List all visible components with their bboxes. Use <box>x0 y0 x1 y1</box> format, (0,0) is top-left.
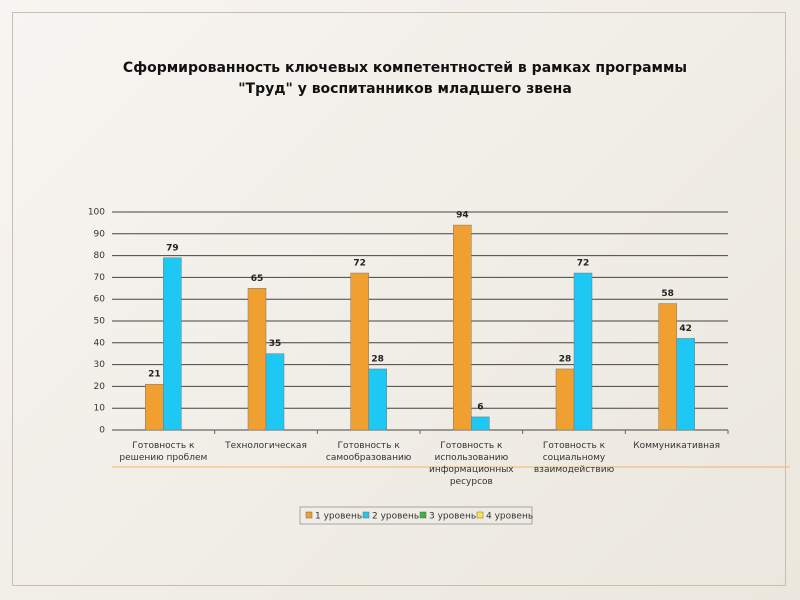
y-tick-label: 50 <box>94 317 106 327</box>
bar <box>265 353 285 431</box>
value-label: 65 <box>251 274 264 284</box>
bar <box>145 383 164 431</box>
frame <box>12 12 786 586</box>
bar <box>658 303 677 431</box>
y-tick-label: 100 <box>88 208 105 218</box>
value-label: 28 <box>559 354 572 364</box>
x-tick-label: Готовность к социальному взаимодействию <box>533 441 615 475</box>
bar <box>676 338 695 431</box>
value-label: 79 <box>166 243 179 253</box>
legend-swatch <box>362 511 370 519</box>
bar <box>471 416 490 431</box>
legend-label: 3 уровень <box>429 512 476 522</box>
bar <box>573 272 593 431</box>
bar <box>453 224 472 431</box>
chart-title: "Труд" у воспитанников младшего звена <box>238 81 572 97</box>
y-tick-label: 90 <box>94 229 106 239</box>
x-tick-label: Коммуникативная <box>633 441 720 451</box>
x-tick-label: Готовность к самообразованию <box>325 441 412 463</box>
value-label: 58 <box>661 289 674 299</box>
value-label: 42 <box>679 324 692 334</box>
x-tick-label: Готовность к решению проблем <box>119 441 208 463</box>
legend-label: 4 уровень <box>486 512 533 522</box>
bar <box>247 288 267 431</box>
y-tick-label: 60 <box>94 295 106 305</box>
legend-box <box>299 506 533 525</box>
bar <box>555 368 575 431</box>
value-label: 28 <box>371 354 384 364</box>
y-tick-label: 80 <box>94 251 106 261</box>
value-label: 35 <box>269 339 282 349</box>
y-tick-label: 0 <box>99 426 105 436</box>
bar <box>368 368 387 431</box>
value-label: 94 <box>456 211 469 221</box>
y-tick-label: 10 <box>94 404 106 414</box>
chart-title: Сформированность ключевых компетентносте… <box>123 60 687 76</box>
y-tick-label: 70 <box>94 273 106 283</box>
legend-swatch <box>419 511 427 519</box>
legend-swatch <box>476 511 484 519</box>
value-label: 6 <box>477 402 483 412</box>
value-label: 21 <box>148 370 161 380</box>
y-tick-label: 30 <box>94 360 106 370</box>
legend-swatch <box>305 511 313 519</box>
bar <box>350 272 369 431</box>
x-tick-label: Технологическая <box>225 441 307 451</box>
x-tick-label: Готовность к использованию информационны… <box>429 441 514 487</box>
legend-label: 2 уровень <box>372 512 419 522</box>
y-tick-label: 20 <box>94 382 106 392</box>
value-label: 72 <box>353 259 366 269</box>
legend-label: 1 уровень <box>315 512 362 522</box>
value-label: 72 <box>577 259 590 269</box>
bar <box>163 257 182 431</box>
y-tick-label: 40 <box>94 338 106 348</box>
